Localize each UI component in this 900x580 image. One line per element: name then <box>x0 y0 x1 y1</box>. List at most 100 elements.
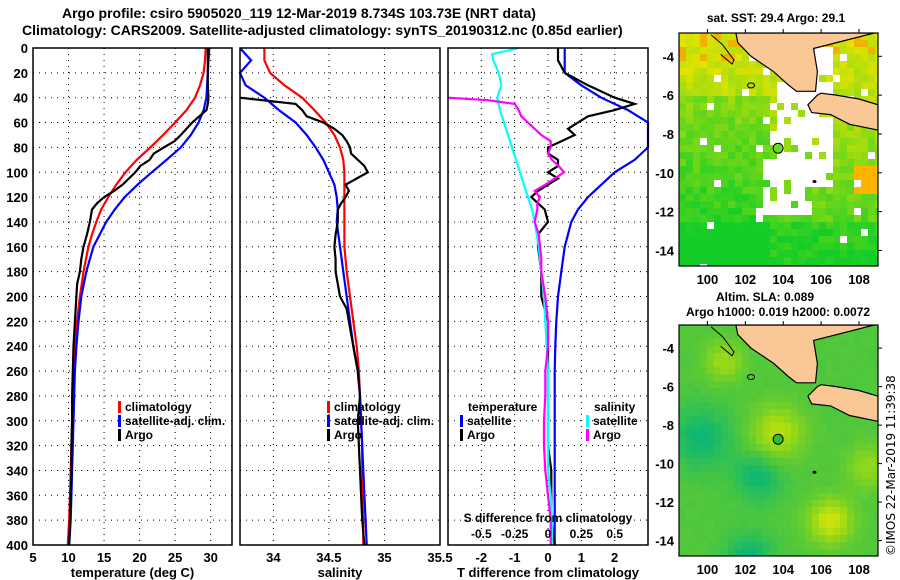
legend-swatch <box>586 429 589 441</box>
map-cell <box>707 416 714 423</box>
map-cell <box>777 451 784 458</box>
map-cell <box>812 124 819 131</box>
map-y-tick-label: -8 <box>662 418 674 433</box>
x-tick-label: 34.5 <box>316 550 341 565</box>
map-cell <box>840 360 847 367</box>
x-tick-label: 10 <box>61 550 75 565</box>
y-tick-label: 20 <box>14 66 28 81</box>
map-cell <box>679 264 686 266</box>
map-cell <box>805 117 812 124</box>
map-cell <box>812 89 819 96</box>
map-cell <box>847 493 854 500</box>
map-cell <box>847 138 854 145</box>
map-cell <box>861 138 868 145</box>
map-cell <box>868 264 875 266</box>
map-cell <box>714 264 721 266</box>
map-cell <box>847 332 854 339</box>
map-cell <box>693 33 700 40</box>
map-cell <box>819 138 826 145</box>
map-cell <box>700 465 707 472</box>
map-cell <box>784 229 791 236</box>
map-cell <box>749 521 756 528</box>
map-cell <box>728 325 735 332</box>
map-cell <box>686 367 693 374</box>
map-cell <box>721 166 728 173</box>
map-cell <box>749 507 756 514</box>
map-cell <box>693 465 700 472</box>
map-cell <box>693 208 700 215</box>
map-cell <box>854 229 861 236</box>
map-cell <box>756 395 763 402</box>
map-cell <box>763 416 770 423</box>
map-cell <box>714 131 721 138</box>
map-cell <box>833 500 840 507</box>
map-cell <box>728 229 735 236</box>
map-cell <box>868 257 875 264</box>
legend-label: Argo <box>125 428 153 442</box>
map-cell <box>784 486 791 493</box>
map-cell <box>826 409 833 416</box>
map-cell <box>763 96 770 103</box>
map-cell <box>763 159 770 166</box>
map-cell <box>784 402 791 409</box>
map-cell <box>763 138 770 145</box>
map-cell <box>805 138 812 145</box>
map-cell <box>868 423 875 430</box>
map-cell <box>868 332 875 339</box>
map-cell <box>693 374 700 381</box>
map-cell <box>791 514 798 521</box>
map-cell <box>679 138 686 145</box>
map-cell <box>700 194 707 201</box>
map-cell <box>763 402 770 409</box>
map-cell <box>721 152 728 159</box>
map-cell <box>735 535 742 542</box>
island-enggano <box>747 373 756 380</box>
map-cell <box>707 409 714 416</box>
map-cell <box>714 152 721 159</box>
map-cell <box>735 395 742 402</box>
map-cell <box>693 243 700 250</box>
legend-label: satellite-adj. clim. <box>125 414 225 428</box>
map-cell <box>749 500 756 507</box>
map-cell <box>721 236 728 243</box>
map-cell <box>721 103 728 110</box>
map-cell <box>714 486 721 493</box>
map-cell <box>805 528 812 535</box>
map-cell <box>700 173 707 180</box>
map-cell <box>868 40 875 47</box>
map-cell <box>693 40 700 47</box>
map-cell <box>791 479 798 486</box>
map-cell <box>721 444 728 451</box>
map-frame <box>678 32 879 267</box>
map-cell <box>693 103 700 110</box>
map-cell <box>686 110 693 117</box>
map-cell <box>798 236 805 243</box>
map-cell <box>707 124 714 131</box>
map-cell <box>805 124 812 131</box>
map-cell <box>784 535 791 542</box>
x-tick-label: -2 <box>476 550 488 565</box>
map-cell <box>791 180 798 187</box>
map-cell <box>826 514 833 521</box>
map-cell <box>791 402 798 409</box>
map-cell <box>700 367 707 374</box>
map-cell <box>826 194 833 201</box>
map-cell <box>861 381 868 388</box>
map-cell <box>693 61 700 68</box>
map-cell <box>679 243 686 250</box>
map-cell <box>679 236 686 243</box>
map-cell <box>707 486 714 493</box>
secondary-tick-label: -0.5 <box>471 527 492 541</box>
map-cell <box>728 110 735 117</box>
map-cell <box>854 360 861 367</box>
map-cell <box>679 367 686 374</box>
map-cell <box>826 521 833 528</box>
map-cell <box>742 395 749 402</box>
map-cell <box>868 465 875 472</box>
map-y-tick-label: -6 <box>662 380 674 395</box>
map-cell <box>693 194 700 201</box>
map-cell <box>763 507 770 514</box>
map-cell <box>742 201 749 208</box>
map-cell <box>861 75 868 82</box>
map-cell <box>742 138 749 145</box>
